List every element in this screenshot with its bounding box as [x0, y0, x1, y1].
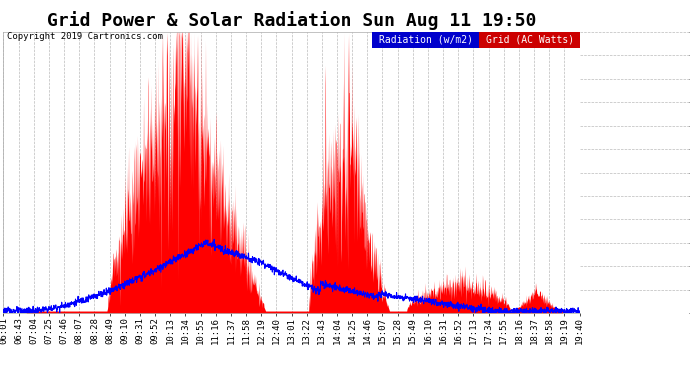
Text: Grid Power & Solar Radiation Sun Aug 11 19:50: Grid Power & Solar Radiation Sun Aug 11 … — [47, 11, 536, 30]
Text: Copyright 2019 Cartronics.com: Copyright 2019 Cartronics.com — [7, 32, 163, 41]
Text: Radiation (w/m2): Radiation (w/m2) — [379, 35, 473, 45]
Text: Grid (AC Watts): Grid (AC Watts) — [486, 35, 573, 45]
